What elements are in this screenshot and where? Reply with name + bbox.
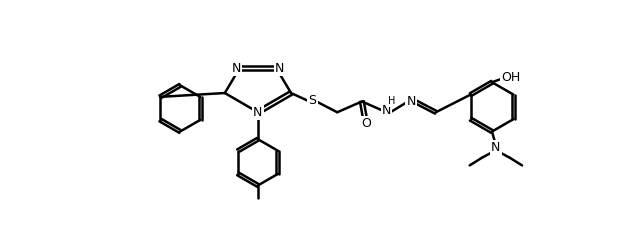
Text: S: S xyxy=(308,94,317,107)
Text: H: H xyxy=(388,97,396,107)
Text: O: O xyxy=(361,117,371,130)
Text: N: N xyxy=(382,104,391,117)
Text: OH: OH xyxy=(501,71,520,84)
Text: N: N xyxy=(253,106,262,119)
Text: N: N xyxy=(232,62,241,75)
Text: N: N xyxy=(491,141,500,154)
Text: N: N xyxy=(406,95,416,108)
Text: N: N xyxy=(275,62,284,75)
